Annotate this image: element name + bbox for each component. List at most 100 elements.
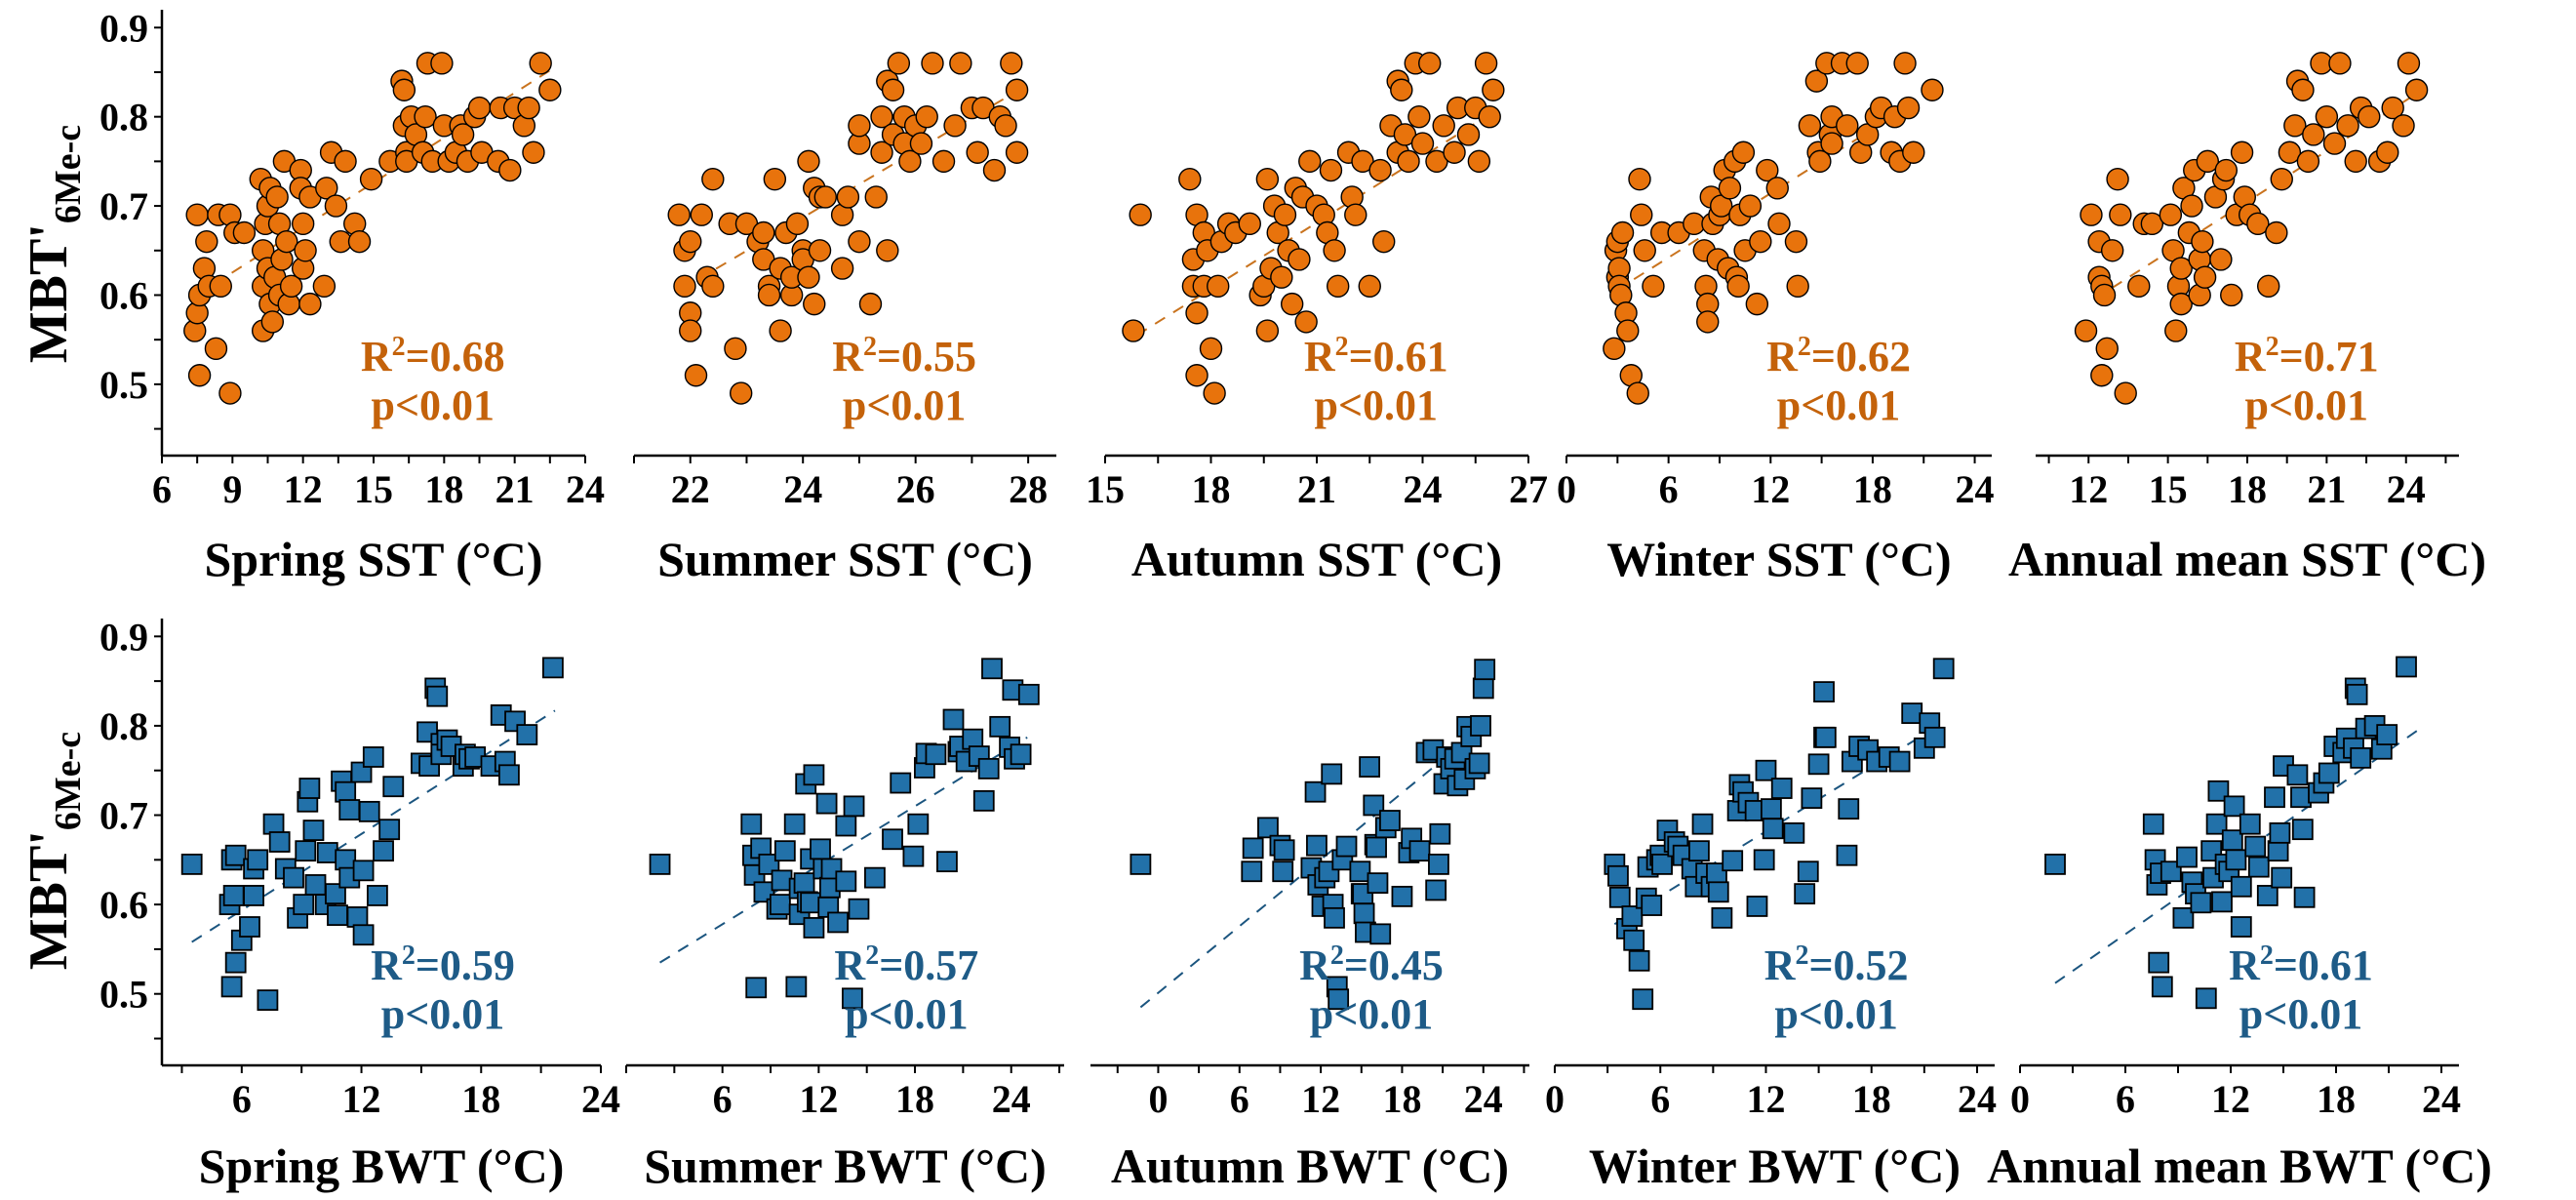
data-point	[327, 904, 348, 927]
data-point	[2290, 786, 2312, 809]
y-tick-label: 0.9	[99, 6, 148, 50]
data-point	[1185, 364, 1209, 387]
data-point	[848, 229, 871, 254]
data-point	[1718, 177, 1742, 200]
data-point	[729, 381, 753, 405]
data-point	[1621, 905, 1644, 927]
data-point	[335, 849, 357, 871]
data-point	[382, 776, 405, 798]
data-point	[1808, 149, 1832, 174]
data-point	[1472, 677, 1494, 700]
data-point	[1783, 821, 1805, 844]
data-point	[2230, 140, 2254, 164]
data-point	[1456, 123, 1481, 146]
r-squared-label: R2=0.68	[361, 332, 505, 380]
data-point	[1616, 319, 1640, 342]
data-point	[1797, 860, 1819, 883]
data-point	[753, 881, 775, 903]
data-point	[1207, 274, 1230, 299]
data-point	[1344, 203, 1367, 226]
data-point	[291, 212, 315, 236]
data-point	[1722, 850, 1744, 872]
data-point	[1257, 817, 1279, 839]
data-point	[1608, 886, 1631, 908]
data-point	[1203, 381, 1226, 405]
data-point	[359, 167, 383, 191]
data-point	[295, 840, 317, 862]
data-point	[2328, 52, 2352, 75]
r-squared-value: =0.61	[1349, 333, 1448, 380]
data-point	[1770, 778, 1793, 799]
data-point	[1432, 114, 1455, 138]
data-point	[517, 96, 540, 120]
data-point	[373, 840, 394, 862]
data-point	[835, 815, 857, 837]
data-point	[1372, 229, 1396, 254]
data-point	[989, 715, 1011, 738]
data-point	[1626, 381, 1649, 405]
r-superscript: 2	[1795, 940, 1808, 971]
data-point	[1746, 896, 1768, 917]
r-symbol: R	[361, 333, 393, 380]
data-point	[334, 149, 357, 174]
x-axis-title: Spring SST (°C)	[205, 532, 543, 586]
data-point	[907, 813, 930, 835]
x-tick-label: 12	[2069, 467, 2108, 511]
data-point	[2205, 813, 2228, 835]
data-point	[2358, 104, 2381, 129]
data-point	[2291, 78, 2315, 101]
x-tick-label: 6	[152, 467, 172, 511]
data-point	[1745, 292, 1769, 316]
data-point	[352, 860, 375, 882]
data-point	[1688, 840, 1710, 862]
data-point	[265, 185, 289, 209]
data-point	[279, 274, 303, 299]
data-point	[1319, 158, 1343, 182]
x-tick-label: 6	[2116, 1077, 2135, 1121]
data-point	[1335, 835, 1358, 858]
data-point	[2271, 866, 2293, 889]
data-point	[876, 239, 899, 262]
data-point	[1270, 265, 1293, 289]
data-point	[977, 757, 1000, 780]
data-point	[1765, 177, 1789, 200]
data-point	[1801, 787, 1823, 810]
x-axis-title: Summer SST (°C)	[657, 532, 1033, 586]
r-symbol: R	[1304, 333, 1336, 380]
data-point	[467, 96, 492, 120]
x-tick-label: 22	[671, 467, 710, 511]
data-point	[1731, 140, 1756, 164]
data-point	[1324, 906, 1345, 929]
data-point	[1468, 752, 1490, 775]
data-point	[667, 203, 691, 226]
data-point	[262, 813, 285, 835]
data-point	[949, 52, 972, 75]
data-point	[1607, 864, 1629, 887]
data-point	[1353, 902, 1375, 925]
data-point	[430, 52, 454, 75]
data-point	[224, 844, 247, 866]
data-point	[294, 239, 317, 262]
data-point	[2396, 656, 2417, 678]
data-point	[1902, 140, 1925, 164]
data-point	[1767, 212, 1791, 236]
data-point	[810, 838, 831, 860]
x-tick-label: 9	[222, 467, 242, 511]
data-point	[1359, 756, 1381, 778]
data-point	[362, 746, 384, 768]
data-point	[1896, 96, 1921, 120]
data-point	[1428, 854, 1449, 875]
x-tick-label: 24	[992, 1077, 1031, 1121]
r-squared-label: R2=0.62	[1766, 332, 1911, 380]
x-axis-title: Annual mean SST (°C)	[2008, 532, 2486, 586]
data-point	[2080, 203, 2103, 226]
data-point	[848, 114, 871, 138]
data-point	[2074, 319, 2098, 342]
x-tick-label: 24	[581, 1077, 620, 1121]
data-point	[338, 799, 361, 820]
data-point	[1379, 810, 1401, 831]
data-point	[936, 851, 958, 873]
x-tick-label: 21	[2307, 467, 2346, 511]
panel-annual-mean-bwt-c: 0 6 12 18 24 Annual mean BWT (°C) R2=0.61p<0.0…	[1987, 656, 2492, 1193]
data-point	[972, 789, 995, 812]
